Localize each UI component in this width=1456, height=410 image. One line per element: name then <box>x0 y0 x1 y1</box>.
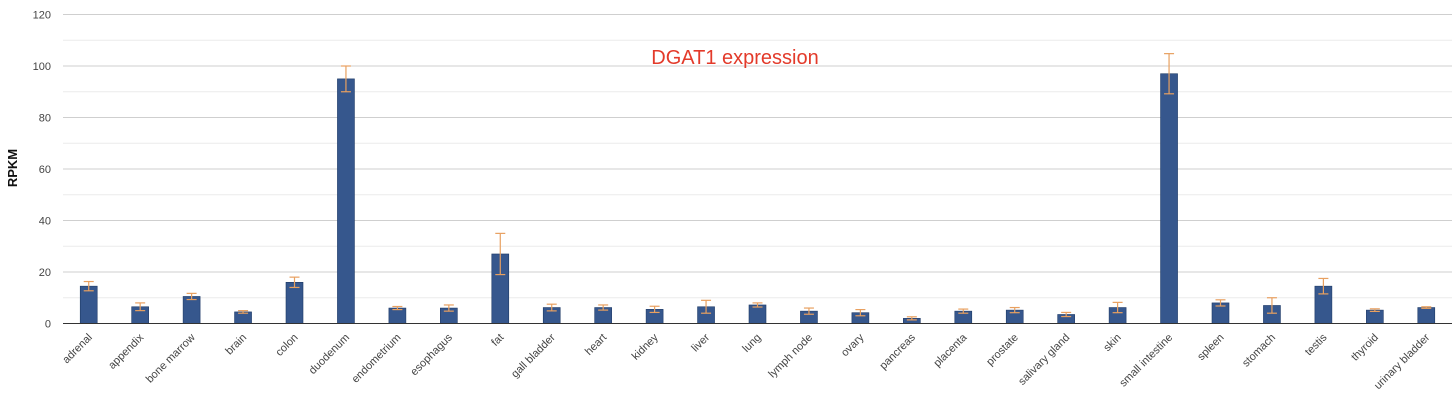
x-tick-label: bone marrow <box>144 332 198 386</box>
x-tick-label: lung <box>740 332 763 355</box>
error-bar <box>1112 301 1123 314</box>
x-tick-label: liver <box>689 331 712 354</box>
bar-small-intestine <box>1160 73 1178 324</box>
error-bar <box>546 303 557 312</box>
error-bar <box>186 292 197 301</box>
x-tick-label: kidney <box>630 331 661 362</box>
x-tick-label: prostate <box>984 332 1021 369</box>
error-bar <box>1421 306 1432 309</box>
error-bar <box>1009 306 1020 314</box>
x-tick-label: lymph node <box>766 332 815 381</box>
y-axis-ticks: 0 20 40 60 80 100 120 <box>33 10 51 331</box>
error-bar <box>392 305 403 311</box>
error-bar <box>340 65 351 93</box>
y-tick-label: 60 <box>39 164 51 176</box>
error-bar <box>83 280 94 292</box>
y-tick-label: 0 <box>45 319 51 331</box>
x-tick-label: small intestine <box>1117 332 1175 390</box>
y-tick-label: 20 <box>39 267 51 279</box>
error-bar <box>443 304 454 312</box>
x-tick-label: skin <box>1101 332 1123 354</box>
bar-duodenum <box>337 78 355 324</box>
x-tick-label: endometrium <box>350 332 404 386</box>
y-tick-label: 120 <box>33 10 51 22</box>
chart-title: DGAT1 expression <box>651 47 818 69</box>
error-bar <box>701 299 712 314</box>
y-tick-label: 40 <box>39 216 51 228</box>
error-bar <box>803 307 814 315</box>
x-tick-label: testis <box>1303 331 1330 358</box>
x-tick-label: spleen <box>1195 332 1226 363</box>
bar-urinary-bladder <box>1417 307 1436 324</box>
x-tick-label: brain <box>223 332 249 358</box>
error-bar <box>649 305 660 314</box>
error-bar <box>906 316 917 321</box>
y-tick-label: 80 <box>39 113 51 125</box>
x-tick-label: urinary bladder <box>1372 331 1433 392</box>
error-bar <box>495 232 506 276</box>
x-tick-label: appendix <box>106 331 146 371</box>
bar-lung <box>748 304 767 324</box>
bar-thyroid <box>1366 309 1384 324</box>
bar-endometrium <box>388 307 407 324</box>
error-bar <box>598 304 609 311</box>
error-bar <box>135 302 146 312</box>
x-tick-label: placenta <box>932 331 971 370</box>
error-bar <box>1215 299 1226 307</box>
x-tick-label: stomach <box>1240 332 1278 370</box>
bar-bone-marrow <box>182 296 201 324</box>
bars <box>79 73 1436 324</box>
x-tick-label: heart <box>583 332 609 358</box>
error-bars <box>83 53 1432 321</box>
error-bar <box>1061 311 1072 318</box>
x-tick-label: duodenum <box>307 332 352 377</box>
x-tick-label: thyroid <box>1349 332 1381 364</box>
x-tick-label: ovary <box>839 331 867 359</box>
gridlines <box>63 14 1452 299</box>
error-bar <box>1318 277 1329 295</box>
error-bar <box>1164 53 1175 95</box>
error-bar <box>958 308 969 314</box>
bar-adrenal <box>79 285 98 324</box>
error-bar <box>289 276 300 289</box>
error-bar <box>855 308 866 317</box>
x-tick-label: adrenal <box>60 332 94 366</box>
y-axis-title: RPKM <box>5 149 20 187</box>
x-tick-label: colon <box>274 332 301 359</box>
x-tick-label: fat <box>489 332 506 349</box>
error-bar <box>238 310 249 314</box>
x-tick-label: salivary gland <box>1016 332 1072 388</box>
error-bar <box>752 302 763 308</box>
x-tick-label: gall bladder <box>509 331 558 380</box>
bar-colon <box>285 281 304 324</box>
x-tick-label: esophagus <box>408 331 455 378</box>
y-tick-label: 100 <box>33 61 51 73</box>
error-bar <box>1369 308 1380 312</box>
error-bar <box>1266 297 1277 314</box>
x-tick-label: pancreas <box>877 331 918 372</box>
